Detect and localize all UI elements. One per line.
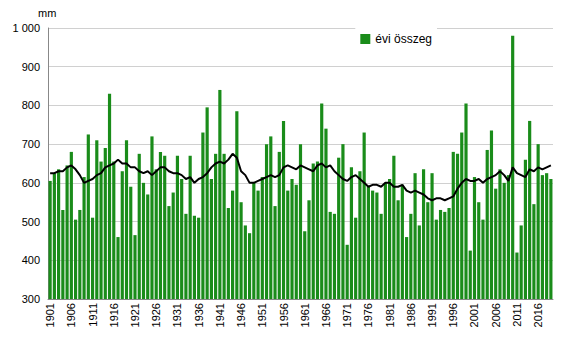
svg-text:700: 700 <box>22 138 40 150</box>
svg-text:1901: 1901 <box>44 303 56 327</box>
svg-text:1986: 1986 <box>405 303 417 327</box>
svg-text:1936: 1936 <box>193 303 205 327</box>
svg-text:1911: 1911 <box>87 303 99 327</box>
svg-text:1981: 1981 <box>384 303 396 327</box>
svg-text:1926: 1926 <box>150 303 162 327</box>
svg-text:évi összeg: évi összeg <box>375 32 432 46</box>
svg-text:1961: 1961 <box>299 303 311 327</box>
svg-text:1931: 1931 <box>171 303 183 327</box>
svg-text:1996: 1996 <box>447 303 459 327</box>
svg-text:1971: 1971 <box>341 303 353 327</box>
svg-text:1916: 1916 <box>108 303 120 327</box>
svg-text:1 000: 1 000 <box>12 22 40 34</box>
svg-text:1951: 1951 <box>256 303 268 327</box>
svg-text:400: 400 <box>22 254 40 266</box>
svg-text:800: 800 <box>22 99 40 111</box>
svg-text:2011: 2011 <box>511 303 523 327</box>
svg-text:300: 300 <box>22 293 40 305</box>
svg-text:2001: 2001 <box>468 303 480 327</box>
svg-text:mm: mm <box>38 7 56 19</box>
svg-text:1921: 1921 <box>129 303 141 327</box>
svg-text:1946: 1946 <box>235 303 247 327</box>
svg-text:2006: 2006 <box>490 303 502 327</box>
svg-text:1906: 1906 <box>65 303 77 327</box>
svg-text:1991: 1991 <box>426 303 438 327</box>
svg-text:500: 500 <box>22 216 40 228</box>
svg-text:1976: 1976 <box>362 303 374 327</box>
svg-text:1966: 1966 <box>320 303 332 327</box>
svg-text:600: 600 <box>22 177 40 189</box>
svg-text:1956: 1956 <box>278 303 290 327</box>
svg-text:1941: 1941 <box>214 303 226 327</box>
svg-text:900: 900 <box>22 61 40 73</box>
svg-text:2016: 2016 <box>532 303 544 327</box>
